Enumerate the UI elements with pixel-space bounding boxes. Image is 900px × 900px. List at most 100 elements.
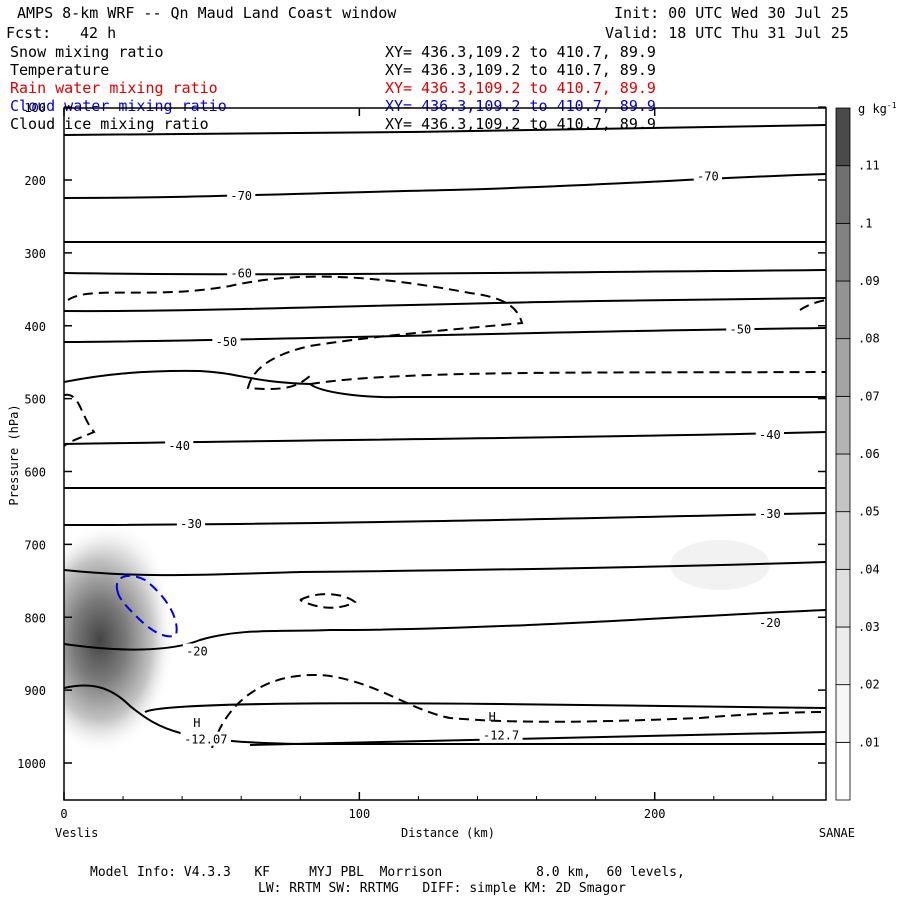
init-time: Init: 00 UTC Wed 30 Jul 25	[614, 4, 849, 22]
contour-label-bg	[755, 615, 784, 630]
model-info-line2: LW: RRTM SW: RRTMG DIFF: simple KM: 2D S…	[258, 881, 626, 896]
contour-label: -20	[186, 645, 208, 659]
y-tick-label: 200	[24, 174, 46, 188]
field-xy-snow: XY= 436.3,109.2 to 410.7, 89.9	[385, 43, 656, 61]
field-name-rain: Rain water mixing ratio	[10, 79, 218, 97]
colorbar-level-label: .01	[858, 735, 880, 749]
contour-label: -60	[230, 266, 252, 280]
x-axis-ticks: 0 100 200	[60, 108, 774, 821]
colorbar-level-label: .09	[858, 274, 880, 288]
snow-contours	[64, 275, 826, 749]
snow-contour-low	[211, 674, 826, 749]
snow-contour-upper	[67, 275, 524, 391]
forecast-hour: 42 h	[80, 24, 117, 42]
colorbar-unit-exponent: -1	[887, 101, 897, 110]
contour-minus60	[64, 269, 826, 276]
colorbar-swatch	[835, 107, 851, 167]
contour-label-bg	[726, 321, 755, 336]
contour-label: -70	[230, 189, 252, 203]
colorbar-level-label: .1	[858, 216, 872, 230]
colorbar-level-label: .06	[858, 447, 880, 461]
colorbar-level-label: .04	[858, 562, 880, 576]
contour-label-bg	[182, 643, 212, 658]
contour-label-bg	[227, 265, 256, 280]
contour-label: -20	[759, 616, 781, 630]
contour-label-bg	[176, 515, 206, 530]
left-endpoint-label: Veslis	[55, 826, 98, 840]
contour-label-bg	[479, 727, 523, 742]
x-axis-title: Distance (km)	[401, 826, 495, 840]
y-tick-label: 500	[24, 393, 46, 407]
field-xy-cloud-water: XY= 436.3,109.2 to 410.7, 89.9	[385, 97, 656, 115]
contour-minus20	[64, 609, 826, 651]
colorbar-swatch	[835, 511, 851, 570]
colorbar-level-label: .07	[858, 389, 880, 403]
colorbar-swatch	[835, 395, 851, 455]
y-tick-label: 1000	[17, 757, 46, 771]
contour-surface	[144, 702, 826, 713]
contour-label-bg	[693, 168, 722, 183]
colorbar: .01 .02 .03 .04 .05 .06 .07 .08 .09 .1 .11	[835, 107, 880, 801]
field-xy-temperature: XY= 436.3,109.2 to 410.7, 89.9	[385, 61, 656, 79]
contour-label: -40	[168, 439, 190, 453]
contour-label: -50	[730, 322, 752, 336]
x-tick-label: 100	[349, 807, 371, 821]
y-tick-label: 600	[24, 466, 46, 480]
colorbar-swatch	[835, 453, 851, 513]
colorbar-swatch	[835, 684, 851, 743]
chart-title: AMPS 8-km WRF -- Qn Maud Land Coast wind…	[17, 4, 397, 22]
contour-label: -12.7	[483, 728, 519, 742]
y-tick-label: 400	[24, 320, 46, 334]
x-tick-label: 0	[60, 807, 67, 821]
right-endpoint-label: SANAE	[819, 826, 855, 840]
plot-frame	[63, 107, 827, 801]
contour-label: -12.07	[184, 733, 227, 747]
contour-label: -30	[180, 517, 202, 531]
field-name-cloud-water: Cloud water mixing ratio	[10, 97, 227, 115]
contour-minus30	[64, 512, 826, 526]
contour-label: -30	[759, 507, 781, 521]
contour-labels: -70 -70 -60 -50 -50 -40 -40 -30 -30 -20 -20 -12.07 -…	[165, 168, 784, 747]
contour-minus30b	[64, 561, 826, 577]
snow-contour-left	[64, 393, 96, 447]
contour-label-bg	[227, 188, 256, 203]
contour-label-bg	[755, 505, 784, 520]
colorbar-unit-base: g kg	[858, 102, 887, 116]
contour-minus60b	[64, 297, 826, 313]
shade-region-main	[64, 525, 175, 755]
colorbar-level-label: .05	[858, 505, 880, 519]
colorbar-swatch	[835, 568, 851, 628]
colorbar-swatch	[835, 338, 851, 397]
colorbar-level-label: .02	[858, 678, 880, 692]
contour-label-bg	[165, 437, 194, 452]
colorbar-swatch	[835, 165, 851, 224]
snow-contour-small	[299, 593, 357, 609]
contour-label-bg	[212, 333, 241, 348]
high-marker: H	[193, 716, 200, 730]
y-tick-label: 100	[24, 101, 46, 115]
mixing-ratio-shading	[64, 520, 770, 755]
high-marker: H	[489, 710, 496, 724]
y-axis-ticks: 100 200 300 400 500 600 700 800 900 1000	[17, 101, 826, 771]
colorbar-swatch	[835, 222, 851, 282]
snow-contour-mid	[309, 371, 826, 385]
colorbar-level-label: .11	[858, 159, 880, 173]
contour-top	[64, 124, 826, 136]
y-tick-label: 800	[24, 611, 46, 625]
cloud-water-contour	[115, 574, 178, 638]
contour-low	[64, 684, 826, 746]
forecast-label: Fcst:	[6, 24, 52, 42]
colorbar-swatch	[835, 741, 851, 801]
contour-label-bg	[180, 731, 231, 746]
temperature-contours	[64, 124, 826, 746]
colorbar-unit: g kg-1	[858, 101, 897, 116]
field-name-temperature: Temperature	[10, 61, 110, 79]
colorbar-swatch	[835, 626, 851, 686]
snow-contour-right	[799, 299, 826, 311]
field-xy-rain: XY= 436.3,109.2 to 410.7, 89.9	[385, 79, 656, 97]
contour-label: -50	[216, 335, 238, 349]
field-name-cloud-ice: Cloud ice mixing ratio	[10, 115, 209, 133]
field-name-snow: Snow mixing ratio	[10, 43, 164, 61]
y-tick-label: 700	[24, 538, 46, 552]
